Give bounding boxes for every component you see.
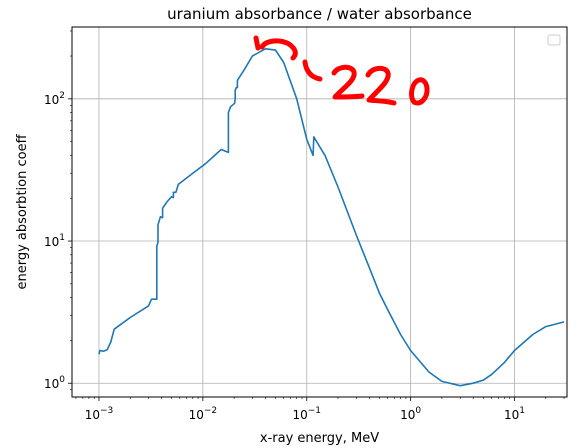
annotation-stroke (365, 65, 397, 106)
x-tick-label-base: 10 (292, 408, 307, 422)
plot-frame (71, 26, 568, 398)
series-layer (98, 48, 565, 387)
y-tick-label-exponent: 2 (59, 91, 65, 101)
x-tick-label: 10−1 (292, 406, 321, 422)
annotation-layer: 220 (253, 35, 430, 106)
y-tick-label-base: 10 (44, 235, 59, 249)
legend-box[interactable] (547, 34, 561, 46)
y-tick-label-exponent: 0 (59, 375, 65, 385)
x-tick-label-exponent: 0 (415, 406, 421, 416)
annotation-stroke (253, 35, 261, 51)
x-tick-label: 10−2 (189, 406, 218, 422)
y-tick-label: 102 (44, 91, 65, 107)
y-tick-label-exponent: 1 (59, 233, 65, 243)
x-tick-label-base: 10 (85, 408, 100, 422)
x-tick-label: 101 (504, 406, 525, 422)
x-axis-title: x-ray energy, MeV (260, 431, 379, 446)
y-tick-label-base: 10 (44, 93, 59, 107)
y-axis-title: energy absorbtion coeff (15, 133, 30, 289)
x-tick-label-exponent: −1 (308, 406, 321, 416)
x-tick-label-exponent: 1 (519, 406, 525, 416)
y-tick-label-base: 10 (44, 377, 59, 391)
x-tick-label-base: 10 (504, 408, 519, 422)
x-tick-label-exponent: −2 (204, 406, 217, 416)
x-tick-label-base: 10 (189, 408, 204, 422)
annotation-stroke (331, 64, 365, 100)
y-tick-label: 101 (44, 233, 65, 249)
annotation-stroke (259, 38, 298, 61)
x-tick-label-exponent: −3 (100, 406, 113, 416)
annotation-stroke (409, 77, 430, 106)
annotation-stroke (302, 59, 323, 82)
chart-title: uranium absorbance / water absorbance (167, 5, 472, 23)
y-tick-label: 100 (44, 375, 65, 391)
x-tick-label: 10−3 (85, 406, 114, 422)
series-line (98, 48, 565, 387)
x-tick-label: 100 (400, 406, 421, 422)
x-tick-label-base: 10 (400, 408, 415, 422)
